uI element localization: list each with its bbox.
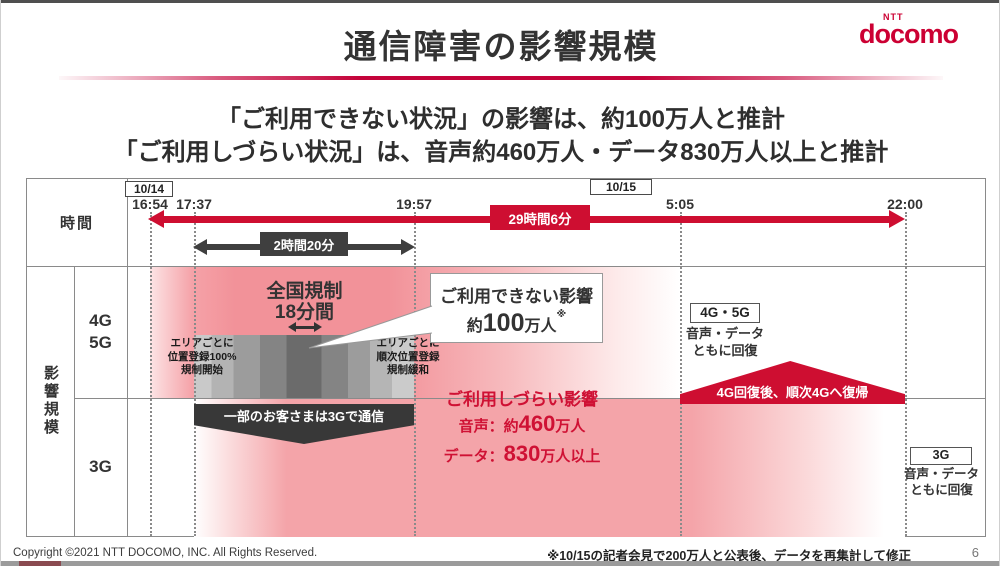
area-start-line1: エリアごとに xyxy=(170,337,234,349)
docomo-logo: NTT docomo xyxy=(859,12,969,52)
degraded-data-number: 830 xyxy=(503,441,541,466)
window-top-edge xyxy=(1,0,999,3)
unavailable-number: 100 xyxy=(482,309,525,337)
national-restriction-line2: 18分間 xyxy=(274,302,335,323)
area-start-line2: 位置登録100% xyxy=(167,350,237,363)
date-box-10-14: 10/14 xyxy=(125,181,173,197)
time-label-19-57: 19:57 xyxy=(396,196,432,212)
recovered-4g5g-line2: ともに回復 xyxy=(692,343,758,358)
date-box-10-15: 10/15 xyxy=(590,179,652,195)
unavailable-impact-callout: ご利用できない影響 約100万人※ xyxy=(430,273,603,343)
degraded-voice-number: 460 xyxy=(518,411,556,436)
restriction-arrowhead-right-icon xyxy=(401,239,415,255)
unavailable-impact-value: 約100万人※ xyxy=(431,309,602,338)
degraded-voice-unit: 万人 xyxy=(555,418,586,435)
restriction-gradient-bar xyxy=(194,335,414,398)
duration-18min-arrow-icon xyxy=(288,322,322,332)
banner-3g-fallback-text: 一部のお客さまは3Gで通信 xyxy=(223,409,385,424)
restriction-duration-label: 2時間20分 xyxy=(260,232,348,256)
area-restriction-start-note: エリアごとに 位置登録100% 規制開始 xyxy=(159,337,245,378)
footer-revision-note: ※10/15の記者会見で200万人と公表後、データを再集計して修正 xyxy=(547,549,911,563)
subtitle-line-2: 「ご利用しづらい状況」は、音声約460万人・データ830万人以上と推計 xyxy=(113,139,889,166)
page-title: 通信障害の影響規模 xyxy=(343,28,659,65)
total-duration-label: 29時間6分 xyxy=(490,205,590,230)
row-label-3g: 3G xyxy=(89,457,112,476)
grid-vline-chart xyxy=(127,179,128,536)
gridline-16-54 xyxy=(150,212,152,536)
total-duration-arrowhead-right-icon xyxy=(889,210,905,228)
window-bottom-edge xyxy=(1,561,999,566)
gridline-5-05 xyxy=(680,212,682,536)
time-label-22-00: 22:00 xyxy=(887,196,923,212)
area-start-line3: 規制開始 xyxy=(181,364,223,376)
national-restriction-label: 全国規制 18分間 xyxy=(232,281,377,323)
national-restriction-line1: 全国規制 xyxy=(266,281,343,302)
degraded-voice-line: 音声：約460万人 xyxy=(407,411,637,440)
area-relax-line3: 規制緩和 xyxy=(387,364,429,376)
title-underline xyxy=(59,76,943,80)
degraded-data-line: データ：830万人以上 xyxy=(407,441,637,470)
time-label-16-54: 16:54 xyxy=(132,196,168,212)
recovered-3g-line1: 音声・データ xyxy=(903,467,979,481)
unavailable-unit: 万人 xyxy=(524,318,557,335)
gridline-22-00 xyxy=(905,212,907,536)
row-label-time: 時間 xyxy=(59,215,94,232)
area-relax-line1: エリアごとに xyxy=(376,337,440,349)
label-5g: 5G xyxy=(89,333,112,352)
recovered-4g5g-line1: 音声・データ xyxy=(685,326,764,341)
ntt-logo-text: NTT xyxy=(883,12,904,22)
area-restriction-relax-note: エリアごとに 順次位置登録 規制緩和 xyxy=(365,337,451,378)
recovered-3g-note: 音声・データ ともに回復 xyxy=(899,466,984,498)
grid-hline-time-row xyxy=(27,266,985,267)
row-label-impact-scale: 影響規模 xyxy=(42,365,59,437)
gridline-19-57 xyxy=(414,212,416,536)
recovered-4g5g-badge: 4G・5G xyxy=(690,303,760,323)
recovered-3g-line2: ともに回復 xyxy=(910,483,973,497)
timeline-diagram: 時間 影響規模 4G 5G 3G 10/14 10/15 16:54 17:37 … xyxy=(26,178,986,537)
page-number: 6 xyxy=(971,545,979,560)
unavailable-note-mark: ※ xyxy=(556,309,567,320)
recovered-3g-badge: 3G xyxy=(910,447,972,465)
degraded-data-unit: 万人以上 xyxy=(540,448,601,465)
docomo-logo-text: docomo xyxy=(859,19,959,49)
grid-hline-4g-3g xyxy=(74,398,985,399)
window-bottom-accent xyxy=(19,561,61,566)
banner-4g-return: 4G回復後、順次4Gへ復帰 xyxy=(680,361,905,404)
gridline-17-37 xyxy=(194,212,196,536)
area-relax-line2: 順次位置登録 xyxy=(376,350,440,363)
degraded-impact-title: ご利用しづらい影響 xyxy=(446,390,598,409)
recovered-4g5g-note: 音声・データ ともに回復 xyxy=(675,325,775,359)
unavailable-impact-title: ご利用できない影響 xyxy=(440,287,593,306)
restriction-arrowhead-left-icon xyxy=(193,239,207,255)
row-label-4g5g: 4G 5G xyxy=(74,266,127,398)
callout-tail-icon xyxy=(308,305,433,349)
degraded-impact-block: ご利用しづらい影響 音声：約460万人 データ：830万人以上 xyxy=(407,385,637,470)
subtitle-line-1: 「ご利用できない状況」の影響は、約100万人と推計 xyxy=(216,106,786,133)
degraded-voice-label: 音声：約 xyxy=(458,418,519,435)
time-label-17-37: 17:37 xyxy=(176,196,212,212)
label-4g: 4G xyxy=(89,311,112,330)
time-label-5-05: 5:05 xyxy=(665,196,695,212)
unavailable-approx: 約 xyxy=(466,318,483,335)
banner-4g-return-text: 4G回復後、順次4Gへ復帰 xyxy=(716,385,869,400)
total-duration-arrowhead-left-icon xyxy=(148,210,164,228)
degraded-data-label: データ： xyxy=(443,448,504,465)
grid-vline-labels xyxy=(74,266,75,536)
footer-copyright: Copyright ©2021 NTT DOCOMO, INC. All Rig… xyxy=(13,547,318,559)
